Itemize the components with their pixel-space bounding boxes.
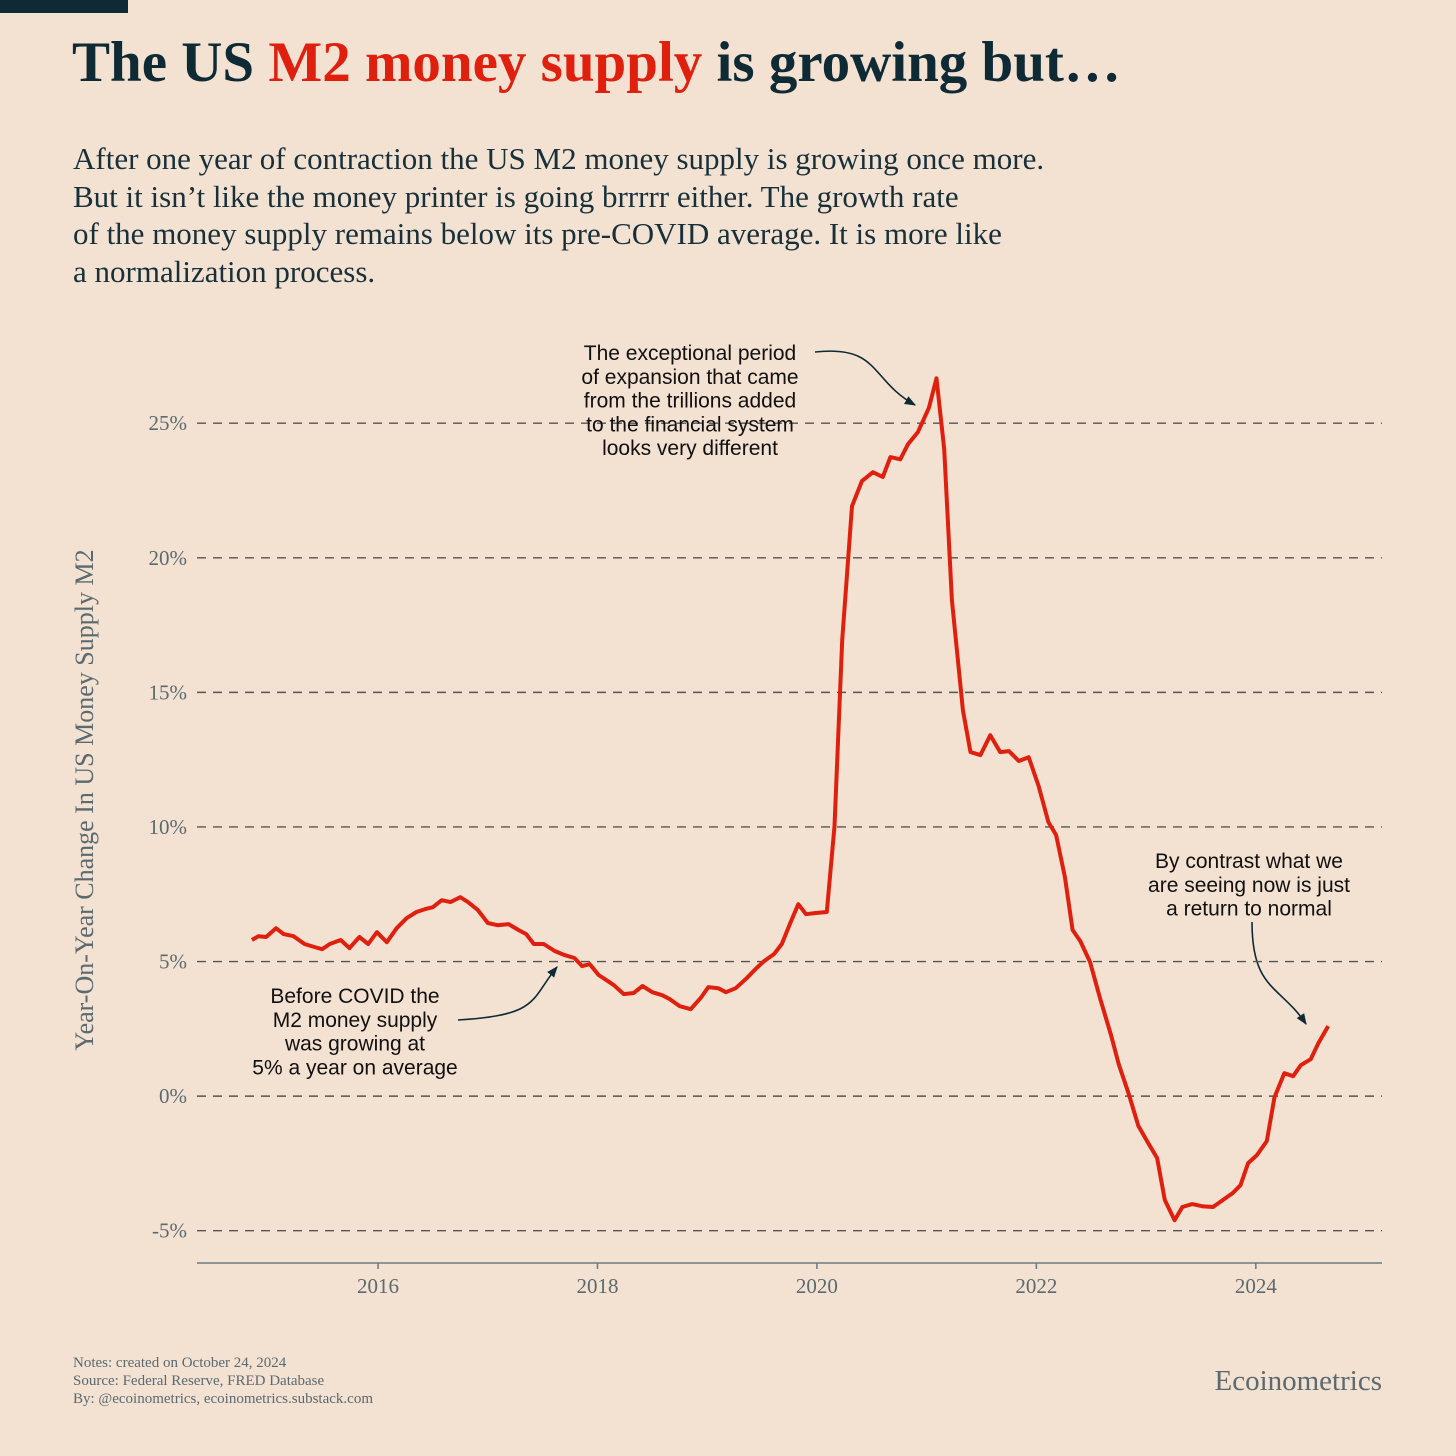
x-tick-label: 2020 [796,1274,838,1298]
y-tick-label: 0% [159,1084,187,1108]
note: Source: Federal Reserve, FRED Database [73,1373,325,1389]
y-tick-label: 5% [159,950,187,974]
annotation: from the trillions added [584,390,796,413]
x-tick-label: 2022 [1015,1274,1057,1298]
y-tick-label: 20% [149,546,188,570]
annotation: By contrast what we [1155,850,1343,873]
arrow [457,966,558,1021]
corner-tab [0,0,128,13]
annotation: looks very different [602,437,778,460]
subtitle-line: But it isn’t like the money printer is g… [73,178,959,214]
x-tick-label: 2016 [357,1274,399,1298]
annotation: a return to normal [1166,898,1332,921]
arrow [1251,921,1307,1025]
annotation: are seeing now is just [1148,874,1350,897]
x-tick-label: 2024 [1235,1274,1278,1298]
subtitle-line: a normalization process. [73,253,376,289]
annotation: The exceptional period [584,342,796,365]
title-highlight: M2 money supply [268,31,703,94]
note: By: @ecoinometrics, ecoinometrics.substa… [73,1391,373,1407]
title-part: The US [72,31,269,94]
y-tick-label: 10% [149,815,188,839]
data-line [250,376,1330,1223]
subtitle-line: of the money supply remains below its pr… [73,216,1002,251]
x-tick-label: 2018 [576,1274,618,1298]
annotation: M2 money supply [273,1009,438,1032]
y-tick-label: 15% [149,680,188,704]
annotation: was growing at [284,1033,425,1056]
subtitle: After one year of contraction the US M2 … [73,140,1044,290]
arrow [814,350,916,406]
chart-title: The US M2 money supply is growing but… [72,30,1121,95]
annotation: to the financial system [586,413,794,436]
title-part: is growing but… [702,31,1121,94]
annotation: of expansion that came [581,366,798,389]
y-tick-label: -5% [152,1219,187,1243]
brand: Ecoinometrics [1214,1365,1382,1397]
annotation: 5% a year on average [252,1056,457,1079]
note: Notes: created on October 24, 2024 [73,1355,287,1371]
y-tick-label: 25% [149,411,188,435]
annotation: Before COVID the [270,985,439,1008]
y-axis-label: Year-On-Year Change In US Money Supply M… [70,549,99,1050]
subtitle-line: After one year of contraction the US M2 … [73,141,1045,176]
